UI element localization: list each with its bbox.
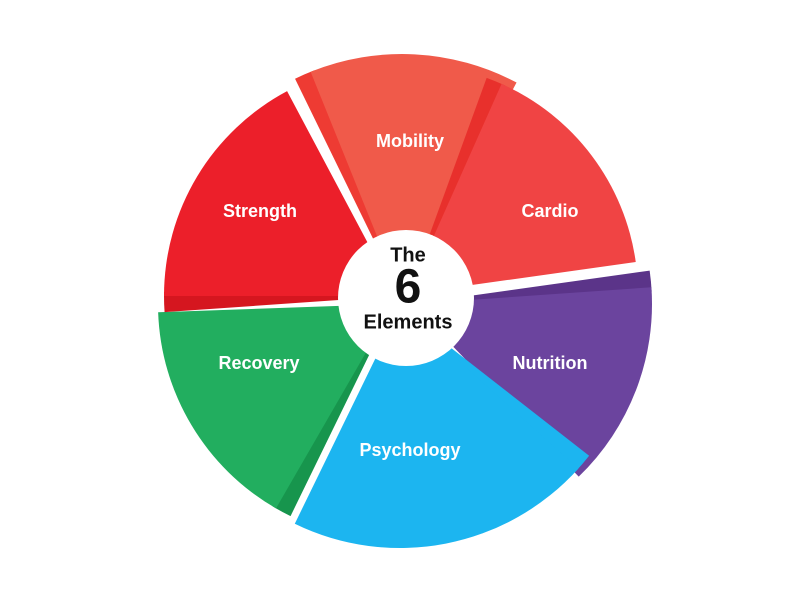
segment-cardio: [408, 83, 636, 294]
center-circle: [338, 230, 474, 366]
center-title-elements: Elements: [364, 311, 453, 333]
segment-edge-strength: [164, 291, 396, 313]
segment-label-nutrition: Nutrition: [513, 353, 588, 373]
segment-nutrition: [412, 287, 653, 477]
segment-psychology: [294, 308, 579, 548]
segment-strength: [164, 91, 396, 296]
segment-recovery: [158, 304, 394, 509]
segment-label-mobility: Mobility: [376, 131, 444, 151]
segment-edge-recovery: [272, 304, 394, 517]
wheel-segments: [158, 54, 653, 548]
segment-label-strength: Strength: [223, 201, 297, 221]
center-title-the: The: [390, 244, 426, 266]
segment-mobility: [310, 54, 517, 298]
wheel-labels: Mobility Cardio Nutrition Psychology Recover…: [218, 131, 587, 460]
center-title-number: 6: [395, 261, 422, 314]
segment-label-cardio: Cardio: [521, 201, 578, 221]
segment-label-recovery: Recovery: [218, 353, 299, 373]
segment-label-psychology: Psychology: [359, 440, 460, 460]
